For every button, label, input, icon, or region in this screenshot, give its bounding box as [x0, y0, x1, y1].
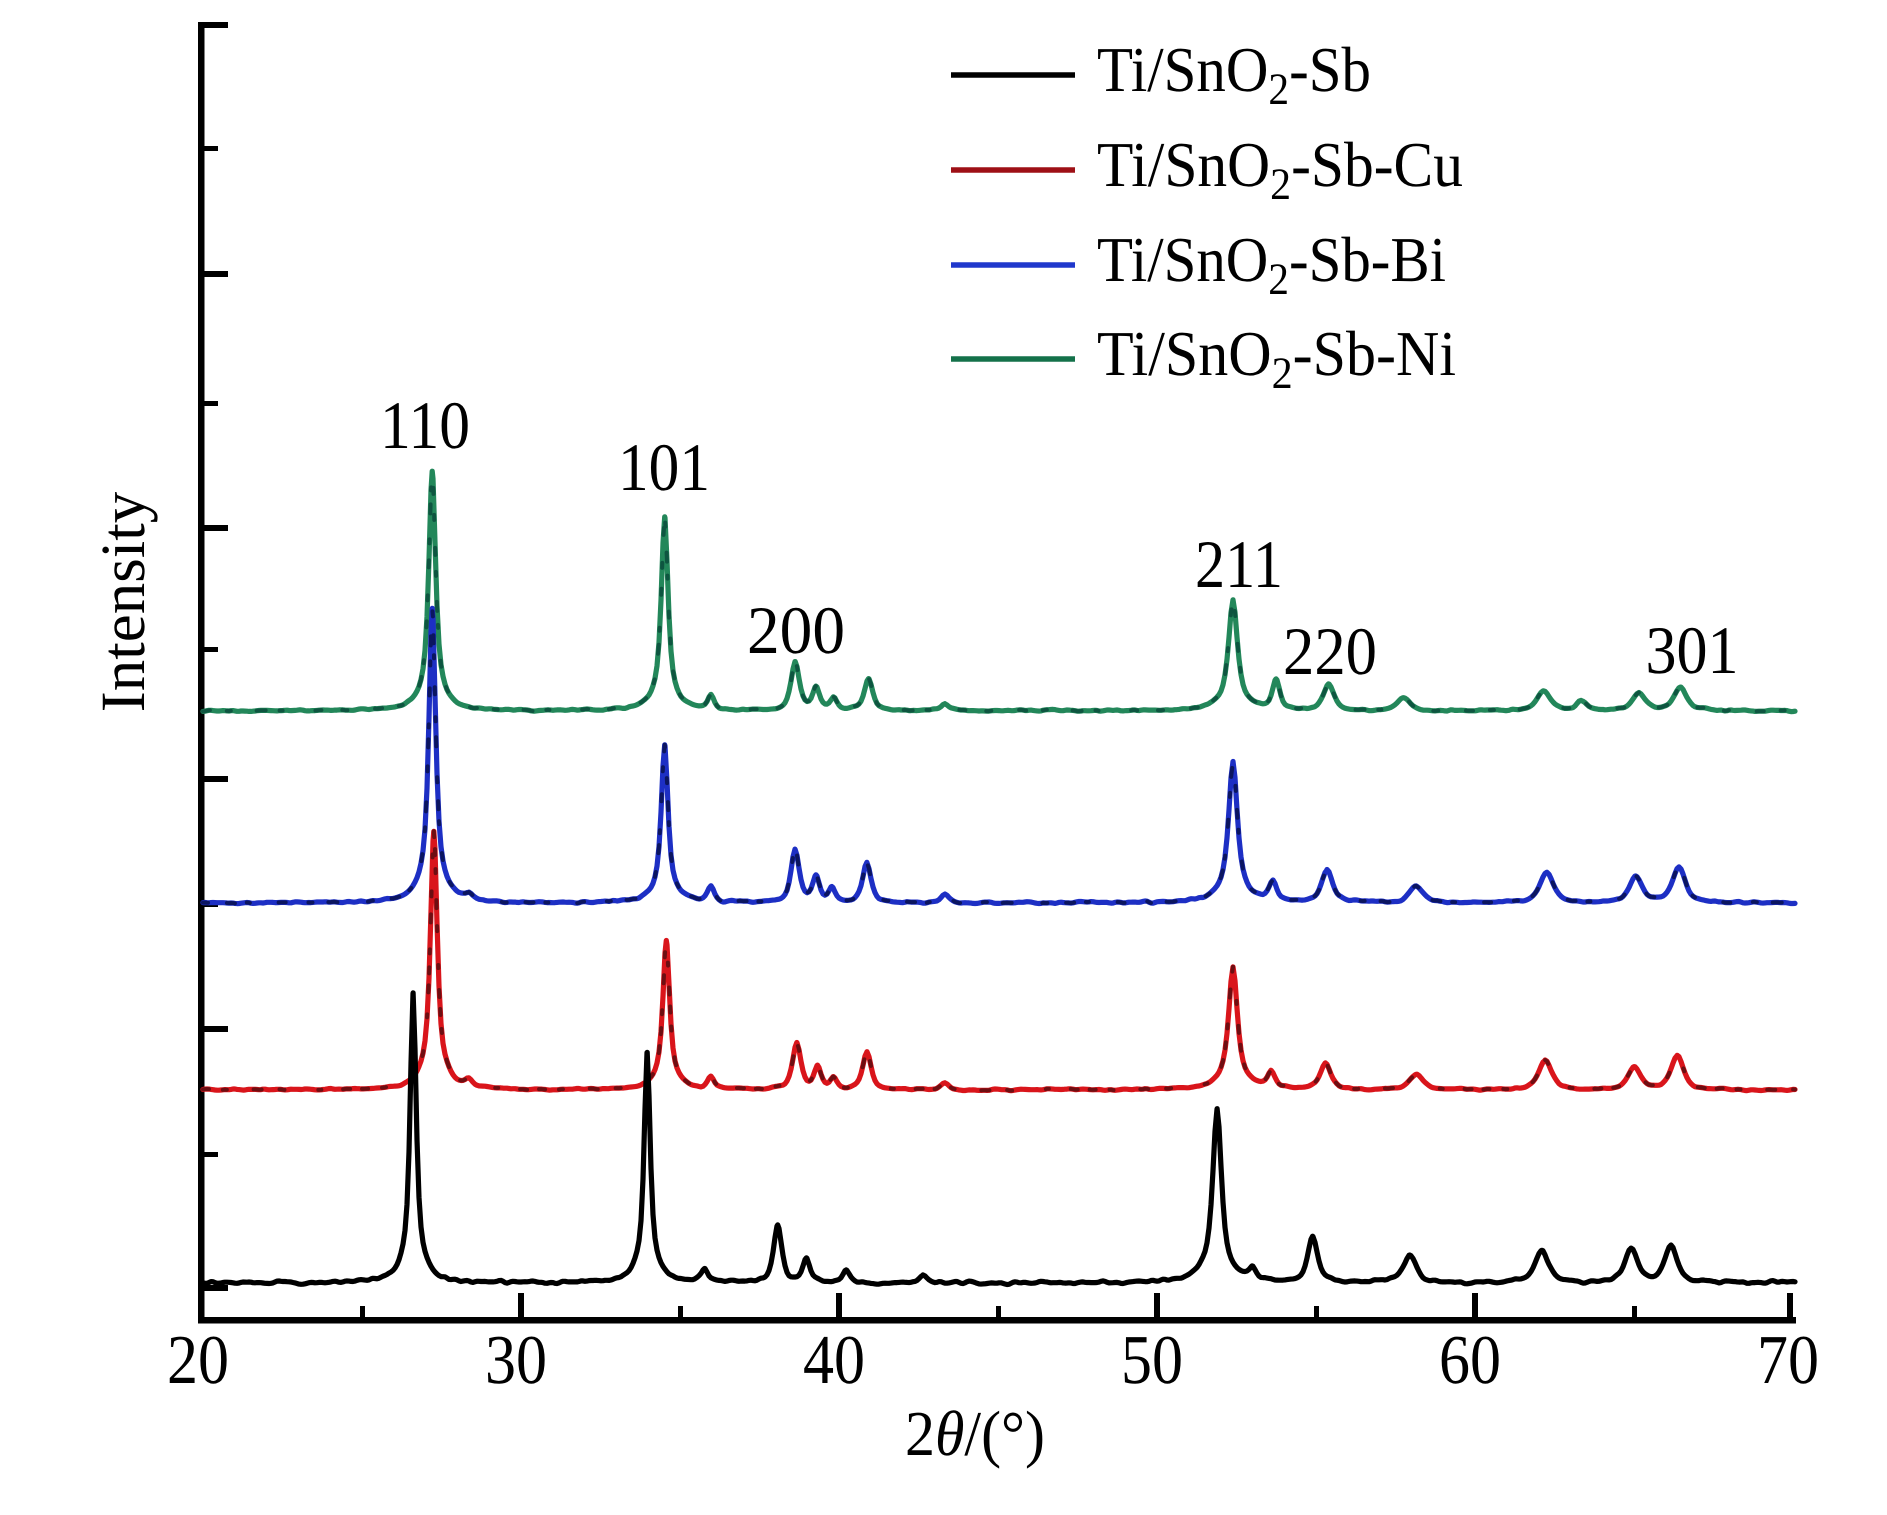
svg-text:30: 30	[485, 1322, 547, 1399]
svg-text:301: 301	[1646, 612, 1739, 688]
svg-text:Ti/SnO2-Sb: Ti/SnO2-Sb	[1097, 34, 1371, 114]
svg-text:Intensity: Intensity	[88, 491, 158, 712]
svg-text:60: 60	[1439, 1322, 1501, 1399]
svg-text:110: 110	[380, 387, 470, 463]
svg-text:101: 101	[618, 429, 710, 505]
svg-text:220: 220	[1283, 613, 1377, 689]
svg-text:200: 200	[747, 592, 845, 668]
svg-text:50: 50	[1121, 1322, 1183, 1399]
svg-text:Ti/SnO2-Sb-Ni: Ti/SnO2-Sb-Ni	[1097, 318, 1456, 398]
svg-text:40: 40	[803, 1322, 865, 1399]
svg-text:Ti/SnO2-Sb-Bi: Ti/SnO2-Sb-Bi	[1097, 224, 1446, 304]
svg-text:70: 70	[1757, 1322, 1819, 1399]
svg-text:2θ/(°): 2θ/(°)	[905, 1398, 1045, 1469]
svg-text:211: 211	[1195, 526, 1283, 602]
svg-text:20: 20	[167, 1322, 229, 1399]
